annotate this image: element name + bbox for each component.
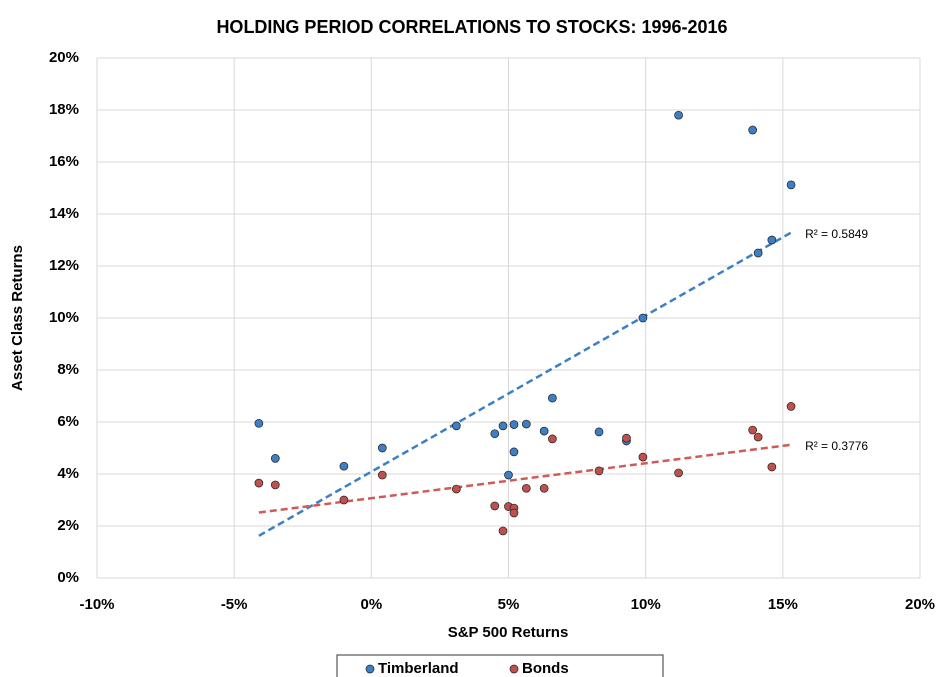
- data-point: [638, 313, 648, 323]
- data-point: [539, 483, 549, 493]
- data-point: [748, 425, 758, 435]
- data-point: [622, 433, 631, 443]
- data-point: [521, 419, 531, 429]
- data-point: [767, 235, 777, 245]
- r-squared-label: R² = 0.3776: [805, 439, 868, 453]
- data-point: [748, 125, 758, 135]
- data-point: [498, 526, 508, 536]
- legend-marker: [365, 664, 375, 674]
- data-point: [270, 480, 280, 490]
- data-point: [498, 421, 508, 431]
- data-point: [452, 484, 461, 494]
- data-point: [509, 420, 519, 429]
- x-tick-label: 15%: [768, 596, 798, 613]
- y-tick-label: 16%: [49, 153, 79, 170]
- x-tick-label: 5%: [498, 596, 520, 613]
- x-tick-label: 20%: [905, 596, 935, 613]
- legend-label: Timberland: [378, 660, 459, 677]
- data-point: [504, 470, 513, 480]
- y-axis-title: Asset Class Returns: [9, 245, 26, 391]
- data-point: [548, 434, 557, 444]
- data-point: [339, 495, 349, 505]
- legend-box: [336, 654, 664, 677]
- y-tick-label: 0%: [57, 569, 79, 586]
- legend-marker: [509, 664, 519, 674]
- y-tick-label: 2%: [57, 517, 79, 534]
- data-point: [509, 447, 519, 457]
- y-tick-label: 6%: [57, 413, 79, 430]
- data-point: [786, 402, 796, 411]
- data-point: [254, 478, 264, 488]
- data-point: [339, 461, 349, 471]
- x-tick-label: 0%: [360, 596, 382, 613]
- y-tick-label: 10%: [49, 309, 79, 326]
- data-point: [490, 429, 500, 439]
- data-point: [786, 180, 796, 190]
- data-point: [377, 443, 387, 453]
- trendline: [258, 231, 792, 537]
- data-point: [594, 466, 604, 476]
- data-point: [509, 508, 519, 518]
- data-point: [254, 418, 264, 428]
- data-point: [767, 462, 777, 472]
- data-point: [377, 470, 387, 480]
- trendline: [258, 443, 792, 514]
- r-squared-label: R² = 0.5849: [805, 227, 868, 241]
- data-point: [548, 393, 557, 403]
- y-tick-label: 18%: [49, 101, 79, 118]
- x-axis-title: S&P 500 Returns: [448, 624, 569, 641]
- data-point: [753, 432, 763, 442]
- y-tick-label: 8%: [57, 361, 79, 378]
- data-point: [753, 248, 763, 258]
- data-point: [594, 427, 604, 437]
- y-tick-label: 4%: [57, 465, 79, 482]
- y-tick-label: 14%: [49, 205, 79, 222]
- data-point: [539, 426, 549, 436]
- x-tick-label: 10%: [631, 596, 661, 613]
- data-point: [638, 452, 648, 462]
- data-point: [674, 468, 683, 478]
- chart-title: HOLDING PERIOD CORRELATIONS TO STOCKS: 1…: [216, 17, 727, 37]
- data-point: [452, 421, 461, 431]
- data-point: [270, 454, 280, 463]
- legend-label: Bonds: [522, 660, 569, 677]
- y-tick-label: 20%: [49, 49, 79, 66]
- x-tick-label: -5%: [221, 596, 248, 613]
- x-tick-label: -10%: [79, 596, 114, 613]
- data-point: [521, 483, 531, 493]
- y-tick-label: 12%: [49, 257, 79, 274]
- data-point: [674, 110, 683, 120]
- data-point: [490, 501, 500, 511]
